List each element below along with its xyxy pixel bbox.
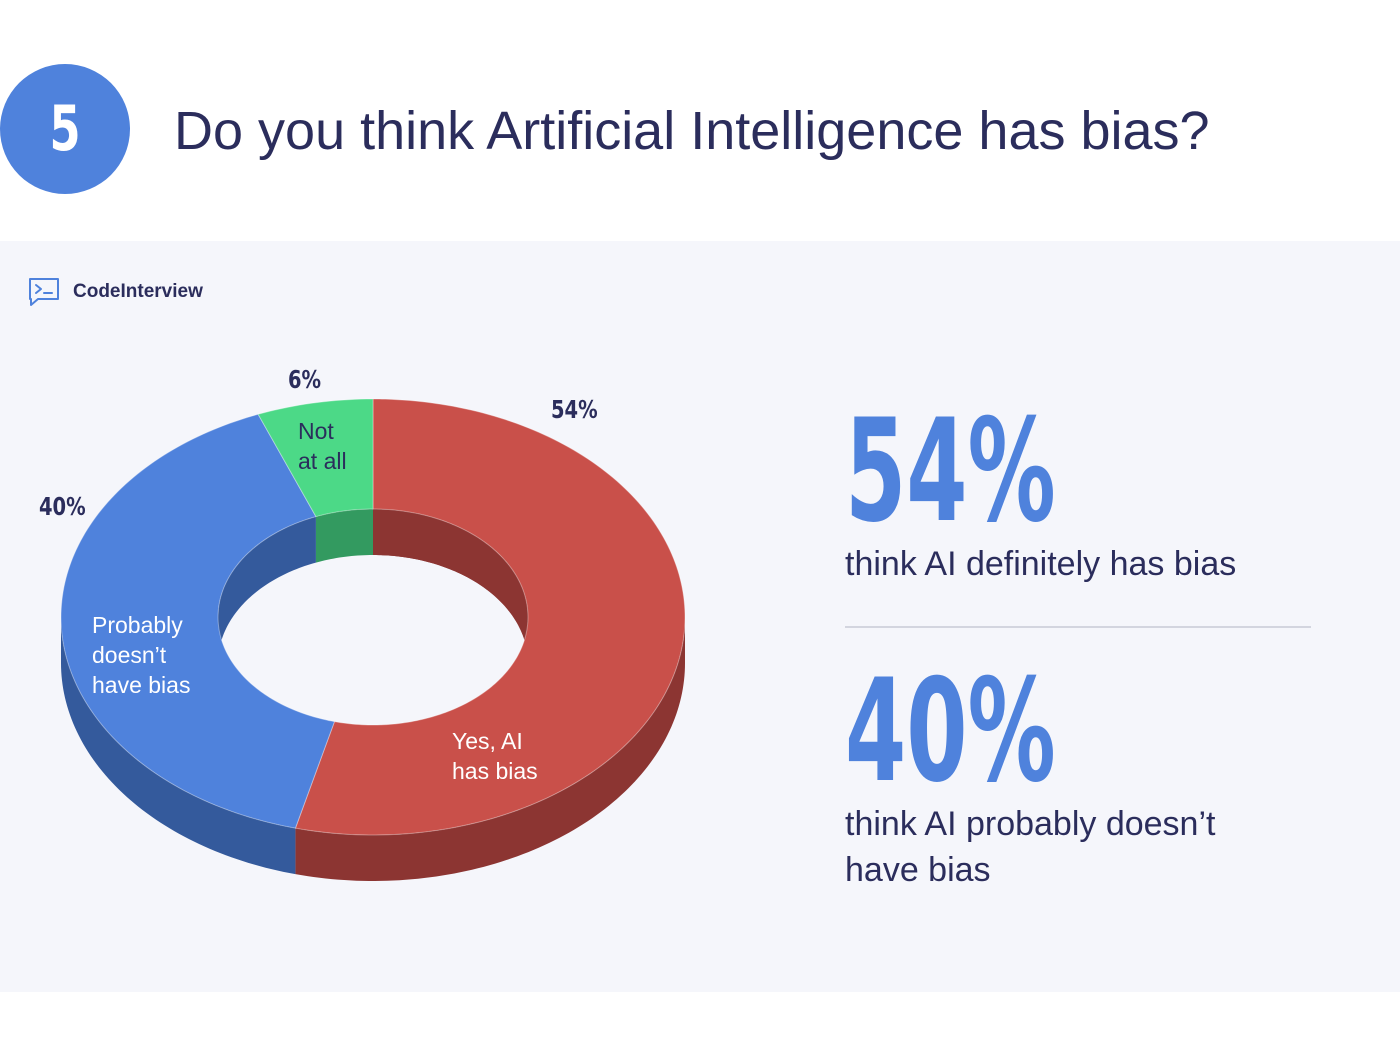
stat-caption: think AI probably doesn’t have bias: [845, 801, 1315, 893]
stat-caption-line: think AI probably doesn’t: [845, 805, 1216, 843]
question-number-badge: 5: [0, 64, 130, 194]
stat-caption-line: have bias: [845, 851, 991, 889]
donut-slice: [257, 398, 374, 518]
slice-percent-label: 40%: [39, 493, 86, 522]
slice-label: Probably: [92, 612, 183, 638]
slice-label: has bias: [452, 758, 538, 784]
page-title: Do you think Artificial Intelligence has…: [174, 101, 1210, 161]
inner-wall-segment: [315, 509, 373, 563]
terminal-chat-icon: [29, 278, 59, 306]
stat-caption-line: think AI definitely has bias: [845, 545, 1237, 583]
results-panel: CodeInterview Yes, AI has bias 54% Probably…: [0, 241, 1400, 992]
stat-value: 40%: [845, 649, 1056, 814]
slice-label: Not: [298, 418, 334, 444]
stat-value: 54%: [845, 389, 1056, 554]
brand-logo: CodeInterview: [27, 277, 203, 307]
slice-percent-label: 6%: [288, 366, 321, 395]
outer-wall-segment: [61, 617, 296, 875]
slice-label: Yes, AI: [452, 728, 523, 754]
slice-label: doesn’t: [92, 642, 167, 668]
donut-chart: Yes, AI has bias 54% Probably doesn’t have bi…: [39, 366, 686, 881]
outer-wall-segment: [295, 617, 685, 881]
slice-label: have bias: [92, 672, 190, 698]
inner-wall-segment: [373, 509, 528, 663]
inner-wall-segment: [218, 516, 316, 663]
stat-caption: think AI definitely has bias: [845, 541, 1315, 587]
question-number: 5: [49, 92, 81, 165]
slice-percent-label: 54%: [551, 396, 598, 425]
slice-label: at all: [298, 448, 347, 474]
brand-name: CodeInterview: [73, 281, 203, 302]
stats-divider: [845, 626, 1311, 628]
